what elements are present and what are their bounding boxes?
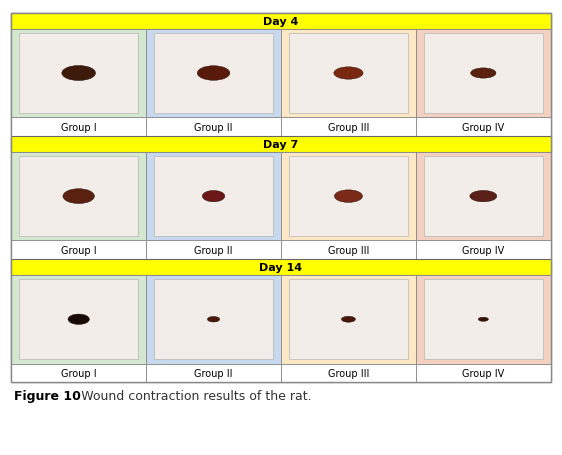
Ellipse shape (478, 318, 488, 322)
Bar (11, 30, 146, 118)
Ellipse shape (334, 68, 363, 80)
Bar (289, 34, 408, 114)
Text: Group IV: Group IV (462, 245, 505, 255)
Bar (11, 364, 146, 382)
Bar (154, 157, 273, 237)
Bar (11, 14, 551, 382)
Text: Group III: Group III (328, 122, 369, 132)
Bar (19, 157, 138, 237)
Bar (19, 34, 138, 114)
Text: Group III: Group III (328, 368, 369, 378)
Text: Day 14: Day 14 (260, 263, 302, 273)
Bar (11, 384, 551, 450)
Bar (416, 275, 551, 364)
Bar (146, 152, 281, 241)
Text: Group I: Group I (61, 122, 97, 132)
Bar (424, 34, 543, 114)
Ellipse shape (202, 191, 225, 202)
Text: Group II: Group II (194, 245, 233, 255)
Bar (11, 275, 146, 364)
Text: Group IV: Group IV (462, 368, 505, 378)
Bar (146, 241, 281, 259)
Bar (281, 152, 416, 241)
Text: : Wound contraction results of the rat.: : Wound contraction results of the rat. (73, 389, 312, 402)
Bar (11, 14, 551, 30)
Bar (146, 364, 281, 382)
Text: Group I: Group I (61, 245, 97, 255)
Text: Figure 10: Figure 10 (14, 389, 81, 402)
Bar (281, 118, 416, 136)
Ellipse shape (63, 189, 94, 204)
Ellipse shape (62, 66, 96, 81)
Bar (281, 364, 416, 382)
Bar (424, 157, 543, 237)
Bar (146, 275, 281, 364)
Bar (154, 34, 273, 114)
Bar (281, 241, 416, 259)
Text: Group III: Group III (328, 245, 369, 255)
Text: Day 4: Day 4 (264, 17, 298, 27)
Text: Group II: Group II (194, 368, 233, 378)
Bar (154, 280, 273, 359)
Ellipse shape (342, 317, 355, 323)
Ellipse shape (207, 317, 220, 322)
Ellipse shape (470, 191, 497, 202)
Bar (11, 259, 551, 275)
Bar (416, 118, 551, 136)
Bar (281, 275, 416, 364)
Text: Day 7: Day 7 (264, 140, 298, 150)
Bar (289, 280, 408, 359)
Ellipse shape (334, 191, 362, 203)
Bar (11, 136, 551, 152)
Bar (416, 241, 551, 259)
Bar (11, 118, 146, 136)
Bar (416, 30, 551, 118)
Text: Group IV: Group IV (462, 122, 505, 132)
Bar (416, 152, 551, 241)
Bar (416, 364, 551, 382)
Bar (19, 280, 138, 359)
Ellipse shape (471, 69, 496, 79)
Text: Group I: Group I (61, 368, 97, 378)
Ellipse shape (197, 66, 230, 81)
Bar (289, 157, 408, 237)
Bar (146, 30, 281, 118)
Bar (281, 30, 416, 118)
Text: Group II: Group II (194, 122, 233, 132)
Bar (146, 118, 281, 136)
Ellipse shape (68, 314, 89, 325)
Bar (11, 152, 146, 241)
Bar (424, 280, 543, 359)
Bar (11, 14, 551, 382)
Bar (11, 241, 146, 259)
